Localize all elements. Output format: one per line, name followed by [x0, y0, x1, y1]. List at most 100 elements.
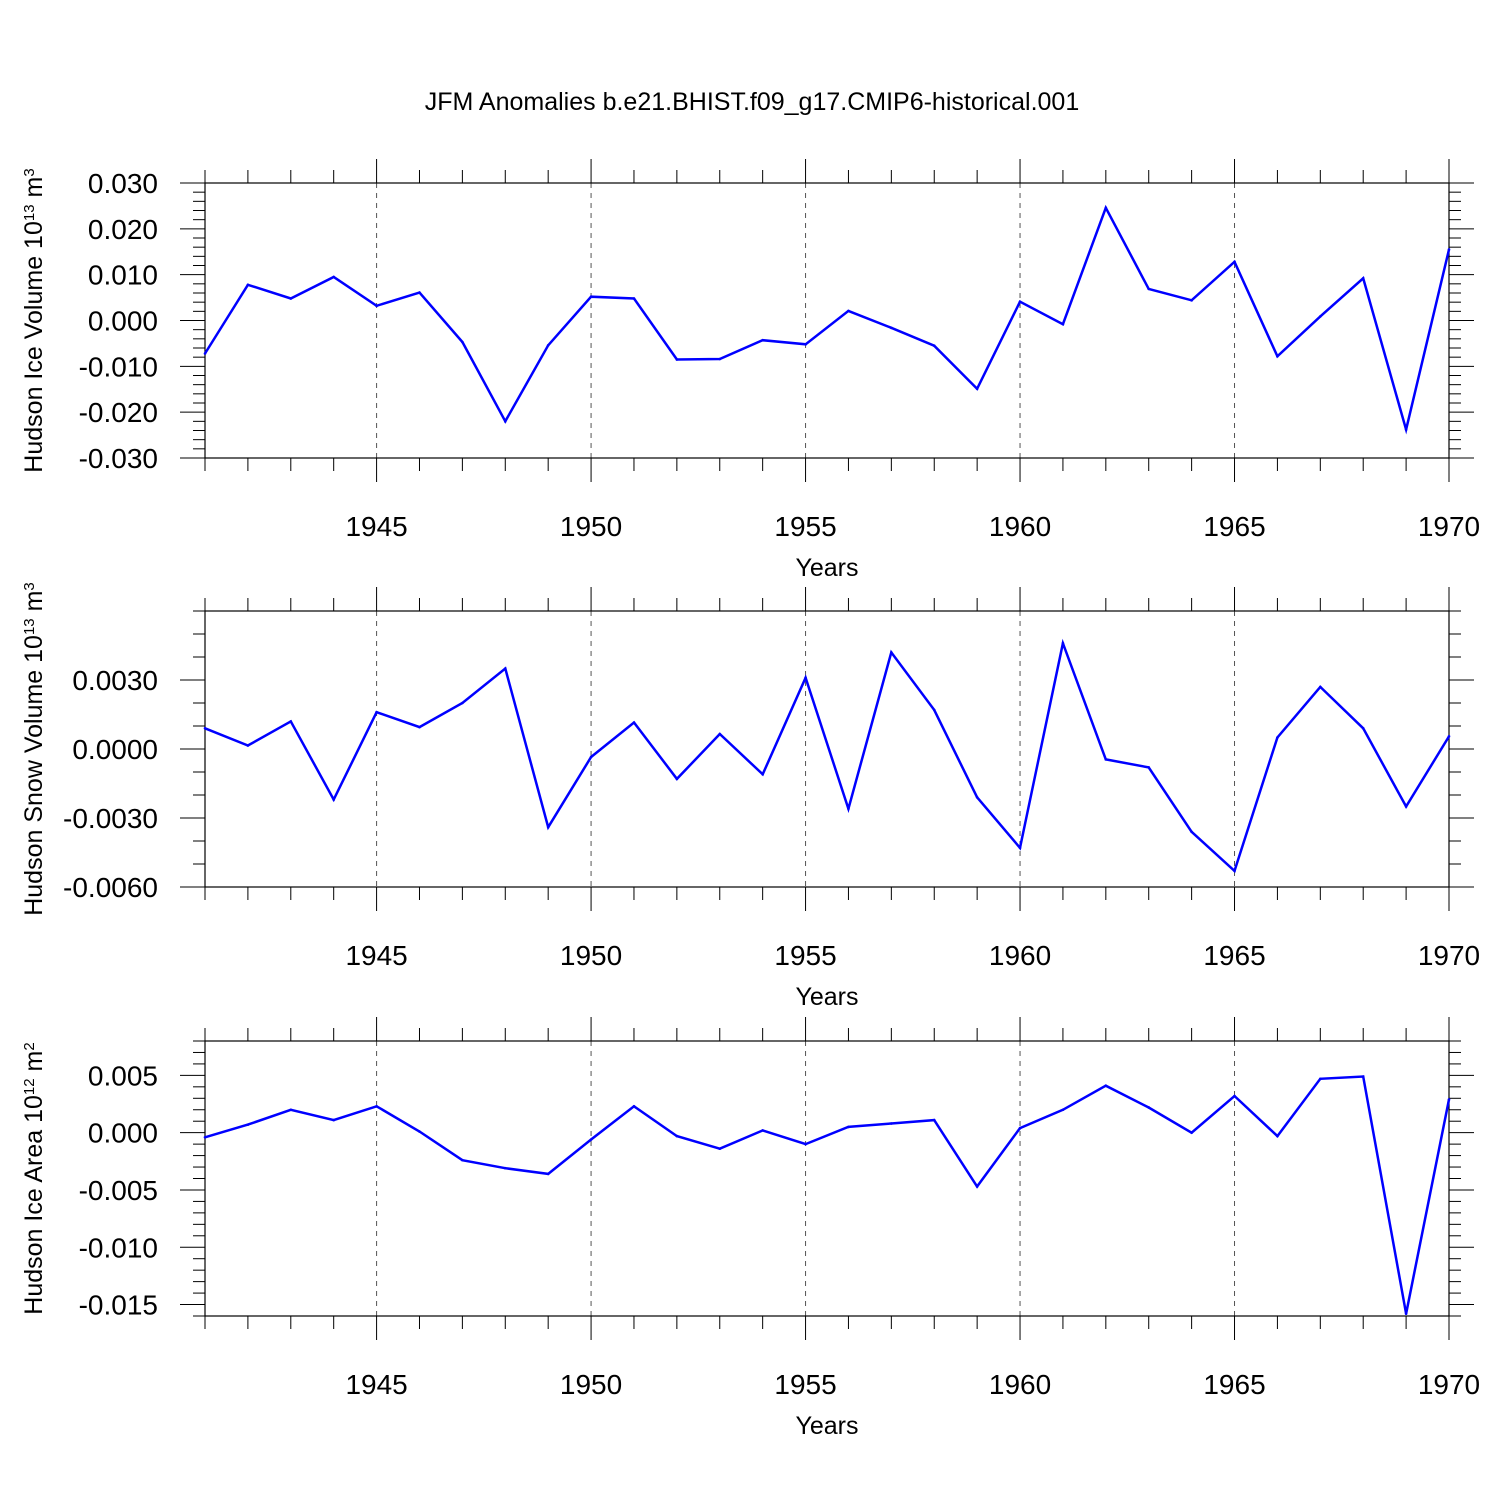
panel-3-data-point: [890, 1122, 893, 1125]
panel-1-x-tick-label: 1965: [1203, 511, 1265, 542]
panel-3-data-point: [932, 1118, 936, 1122]
panel-3-y-tick-label: -0.010: [79, 1232, 158, 1263]
panel-2-data-point: [1147, 766, 1151, 769]
panel-1-y-tick-label: 0.010: [88, 260, 158, 291]
panel-2-x-axis-title: Years: [795, 983, 858, 1011]
panel-3-data-point: [1061, 1108, 1065, 1112]
panel-2-data-point: [675, 777, 679, 781]
panel-3-x-tick-label: 1965: [1203, 1369, 1265, 1400]
panel-1-data-point: [1147, 287, 1151, 291]
panel-1-data-point: [1018, 300, 1022, 304]
panel-1-data-point: [461, 340, 464, 344]
panel-2-data-point: [1404, 805, 1408, 808]
panel-3-x-tick-label: 1960: [989, 1369, 1051, 1400]
panel-3-y-axis-title: Hudson Ice Area 1012 m2: [20, 1042, 48, 1314]
panel-2-data-point: [332, 798, 335, 801]
panel-2-x-tick-label: 1965: [1203, 940, 1265, 971]
panel-1-y-tick-label: -0.010: [79, 351, 158, 382]
panel-3-data-point: [675, 1134, 679, 1138]
panel-3-x-tick-label: 1955: [774, 1369, 836, 1400]
panel-2-series-line: [204, 638, 1451, 874]
panel-3-y-axis-title-part: m: [20, 1051, 48, 1079]
panel-2-y-tick-label: 0.0000: [72, 734, 158, 765]
panel-3-data-point: [761, 1129, 764, 1132]
panel-3-data-point: [1233, 1094, 1236, 1098]
panel-2-data-point: [203, 727, 207, 730]
panel-2-data-point: [546, 825, 550, 829]
panel-2-data-point: [975, 796, 979, 799]
panel-2-data-point: [1276, 736, 1279, 739]
panel-2-data-point: [761, 773, 764, 776]
panel-3-data-point: [375, 1105, 378, 1108]
panel-3-series-line: [204, 1075, 1451, 1314]
panel-3-data-point: [975, 1185, 979, 1188]
panel-1-x-tick-label: 1960: [989, 511, 1051, 542]
panel-1-data-point: [589, 295, 593, 298]
panel-3-data-point: [1404, 1312, 1408, 1316]
panel-1-y-axis-title-superscript: 3: [21, 168, 38, 176]
panel-3-data-point: [1190, 1131, 1193, 1134]
panel-1-y-tick-label: 0.030: [88, 168, 158, 199]
panel-2-data-point: [847, 807, 850, 811]
panel-1-data-point: [761, 338, 764, 342]
panel-2-data-point: [246, 744, 250, 747]
panel-3-y-tick-label: -0.015: [79, 1290, 158, 1321]
panel-1-data-point: [1233, 260, 1236, 264]
panel-3-data-point: [589, 1138, 593, 1141]
panel-3-data-point: [289, 1108, 293, 1112]
panel-1-y-axis-title-part: Hudson Ice Volume 10: [20, 221, 48, 473]
panel-3-data-point: [461, 1158, 464, 1162]
panel-3-data-point: [1319, 1077, 1322, 1081]
panel-1-data-point: [890, 326, 893, 330]
panel-1-data-point: [332, 275, 335, 279]
panel-1-x-tick-label: 1950: [560, 511, 622, 542]
panel-1-data-point: [632, 297, 636, 300]
panel-1-data-point: [1319, 315, 1322, 318]
panel-1-data-point: [1447, 248, 1451, 251]
panel-1-x-tick-label: 1945: [345, 511, 407, 542]
panel-2-data-point: [804, 676, 807, 679]
panels: 1945 1950 1955 1960 1965 1970 Years -0.030 -0.02…: [20, 159, 1480, 1440]
panel-3-x-axis-title: Years: [795, 1412, 858, 1440]
panel-1-data-point: [246, 283, 250, 287]
panel-2-data-point: [890, 651, 893, 654]
panel-1-data-point: [203, 352, 207, 355]
panel-2-x-tick-label: 1970: [1418, 940, 1480, 971]
panel-1-data-point: [1190, 299, 1193, 302]
panel-3-x-tick-label: 1970: [1418, 1369, 1480, 1400]
panel-2-data-point: [718, 732, 722, 736]
panel-1-data-point: [975, 387, 979, 391]
panel-3-data-point: [804, 1142, 807, 1146]
panel-1-y-tick-label: 0.000: [88, 306, 158, 337]
panel-2-data-point: [503, 667, 507, 670]
panel-2-data-point: [632, 721, 636, 724]
panel-2-x-tick-label: 1950: [560, 940, 622, 971]
panel-2-y-tick-label: 0.0030: [72, 665, 158, 696]
panel-1-x-axis-title: Years: [795, 554, 858, 582]
panel-3-data-point: [1018, 1126, 1022, 1130]
panel-2-data-point: [1447, 735, 1451, 738]
panel-1-data-point: [289, 297, 293, 300]
panel-2-x-tick-label: 1945: [345, 940, 407, 971]
panel-2-data-point: [1104, 758, 1108, 761]
panel-2-data-point: [1190, 830, 1193, 834]
panel-1-series-line: [203, 204, 1451, 435]
panel-2-data-point: [289, 720, 293, 723]
panel-1-data-point: [1104, 206, 1108, 210]
panel-3-data-point: [203, 1135, 207, 1139]
panel-2-y-axis-title-part: Hudson Snow Volume 10: [20, 635, 48, 916]
panel-1-y-axis-title-part: m: [20, 177, 48, 205]
panel-2-data-point: [932, 708, 936, 712]
panel-2-data-point: [1361, 727, 1365, 730]
panel-3-data-point: [632, 1105, 636, 1108]
panel-1-data-point: [1361, 277, 1365, 280]
panel-3-data-point: [246, 1123, 250, 1126]
chart-panel-3: 1945 1950 1955 1960 1965 1970 Years -0.015 -0.01…: [20, 1017, 1480, 1440]
panel-3-data-point: [1147, 1106, 1151, 1109]
panel-3-x-tick-label: 1950: [560, 1369, 622, 1400]
panel-3-y-axis-title-superscript: 12: [21, 1078, 38, 1095]
panel-1-data-point: [675, 358, 679, 361]
panel-2-y-axis-title: Hudson Snow Volume 1013 m3: [20, 582, 48, 916]
panel-2-data-point: [375, 710, 378, 714]
